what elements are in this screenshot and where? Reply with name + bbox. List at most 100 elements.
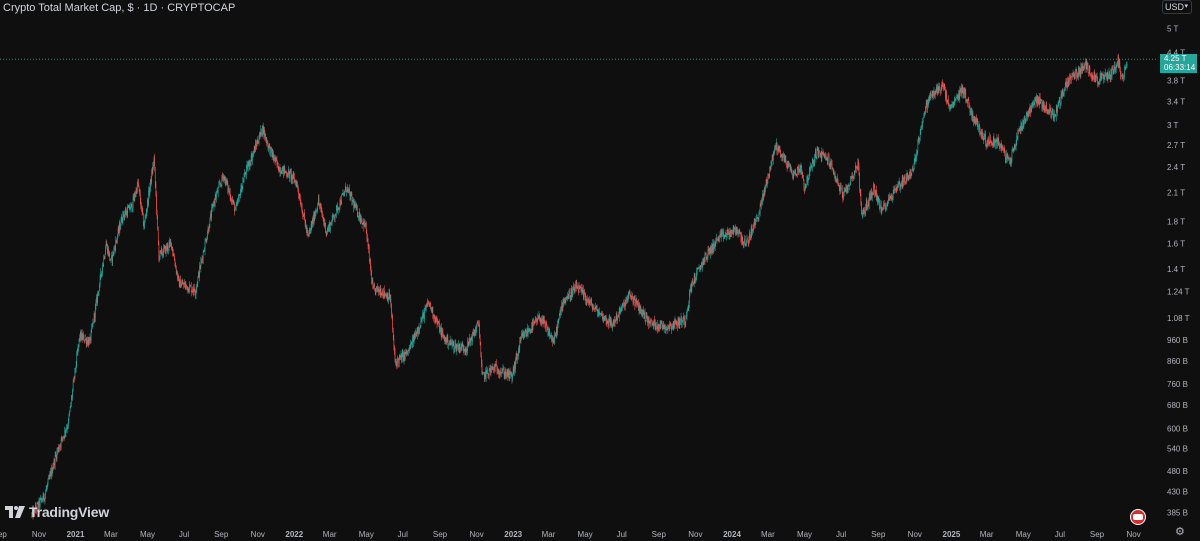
candle-body xyxy=(511,373,513,380)
candle-body xyxy=(479,324,480,339)
tradingview-logo[interactable]: TradingView xyxy=(5,504,109,520)
candle-body xyxy=(343,193,344,195)
candle-body xyxy=(610,320,612,325)
candle-body xyxy=(1011,161,1012,163)
candle-body xyxy=(487,369,488,374)
candle-body xyxy=(282,166,284,169)
candle-body xyxy=(1015,142,1017,147)
candle-body xyxy=(244,172,246,174)
candle-body xyxy=(83,335,85,342)
candle-body xyxy=(67,426,69,428)
y-axis[interactable]: 5 T4.4 T3.8 T3.4 T3 T2.7 T2.4 T2.1 T1.8 … xyxy=(1167,25,1190,518)
candle-body xyxy=(382,294,384,297)
flag-icon[interactable] xyxy=(1130,509,1146,525)
candle-body xyxy=(306,227,308,233)
candle-body xyxy=(989,136,991,144)
candle-body xyxy=(206,238,208,242)
candle-body xyxy=(696,271,697,278)
candle-body xyxy=(279,167,280,172)
candle-body xyxy=(187,287,189,292)
candle-body xyxy=(835,179,837,183)
candle-body xyxy=(681,317,682,326)
candle-body xyxy=(788,163,789,165)
candle-body xyxy=(638,303,639,311)
candle-body xyxy=(976,119,978,122)
candle-body xyxy=(1013,148,1015,151)
candle-body xyxy=(760,204,762,207)
y-tick-label: 960 B xyxy=(1167,336,1188,345)
candle-body xyxy=(801,173,803,175)
candle-body xyxy=(81,333,82,340)
candle-body xyxy=(829,164,831,166)
x-axis[interactable]: ep Nov 2021 Mar May Jul Sep Nov 2022 Mar May Jul Sep… xyxy=(0,530,1141,539)
currency-select[interactable]: USD ▾ xyxy=(1162,0,1192,14)
candle-body xyxy=(151,171,152,183)
candle-body xyxy=(889,196,890,201)
candle-body xyxy=(129,205,130,210)
candle-body xyxy=(778,146,780,150)
brand-name: TradingView xyxy=(29,504,110,520)
candle-body xyxy=(701,262,703,267)
candle-body xyxy=(228,187,230,193)
gear-icon[interactable]: ⚙ xyxy=(1175,526,1185,538)
candle-body xyxy=(475,329,477,334)
candle-body xyxy=(258,139,260,144)
candle-body xyxy=(152,165,154,174)
candle-body xyxy=(416,332,417,337)
candle-body xyxy=(230,198,232,200)
candle-body xyxy=(863,209,865,214)
candle-body xyxy=(600,313,601,315)
candle-body xyxy=(211,206,213,209)
candle-body xyxy=(545,324,547,326)
candle-body xyxy=(936,87,938,93)
candle-body xyxy=(736,228,738,232)
candle-body xyxy=(175,266,177,273)
candle-body xyxy=(313,213,314,224)
candle-body xyxy=(84,341,85,342)
candle-body xyxy=(371,274,372,284)
candle-body xyxy=(373,286,375,287)
candle-body xyxy=(361,219,363,225)
candle-body xyxy=(813,163,815,166)
candle-body xyxy=(159,256,160,260)
candle-body xyxy=(933,91,935,95)
candle-body xyxy=(917,142,919,152)
candle-body xyxy=(113,252,114,255)
candle-body xyxy=(906,177,907,182)
candle-body xyxy=(186,286,188,291)
candle-body xyxy=(862,211,863,215)
candle-body xyxy=(342,193,344,195)
candle-body xyxy=(124,213,125,218)
candle-body xyxy=(108,248,109,256)
candle-body xyxy=(847,185,849,189)
candle-body xyxy=(145,215,146,218)
candle-body xyxy=(399,355,401,358)
candle-body xyxy=(721,232,723,234)
candle-body xyxy=(310,229,311,231)
bar-countdown: 06:33:14 xyxy=(1164,63,1196,72)
candle-body xyxy=(83,335,84,336)
candle-body xyxy=(979,124,980,132)
candle-body xyxy=(867,200,869,207)
candle-body xyxy=(544,321,546,328)
candle-body xyxy=(1012,149,1014,151)
candle-body xyxy=(1053,118,1055,119)
y-tick-label: 1.24 T xyxy=(1167,288,1190,297)
candle-body xyxy=(874,186,875,195)
candle-body xyxy=(928,96,930,100)
candle-body xyxy=(267,143,268,145)
candle-body xyxy=(522,333,524,337)
candle-body xyxy=(894,188,895,194)
candle-body xyxy=(126,210,127,215)
candle-body xyxy=(799,169,800,173)
candle-body xyxy=(1047,110,1049,114)
candle-body xyxy=(189,285,191,287)
candle-body xyxy=(986,144,988,146)
candle-body xyxy=(496,363,497,366)
candle-body xyxy=(741,235,743,241)
candle-body xyxy=(660,321,662,324)
candle-body xyxy=(300,197,301,205)
candle-body xyxy=(669,324,671,326)
candle-body xyxy=(623,303,625,305)
